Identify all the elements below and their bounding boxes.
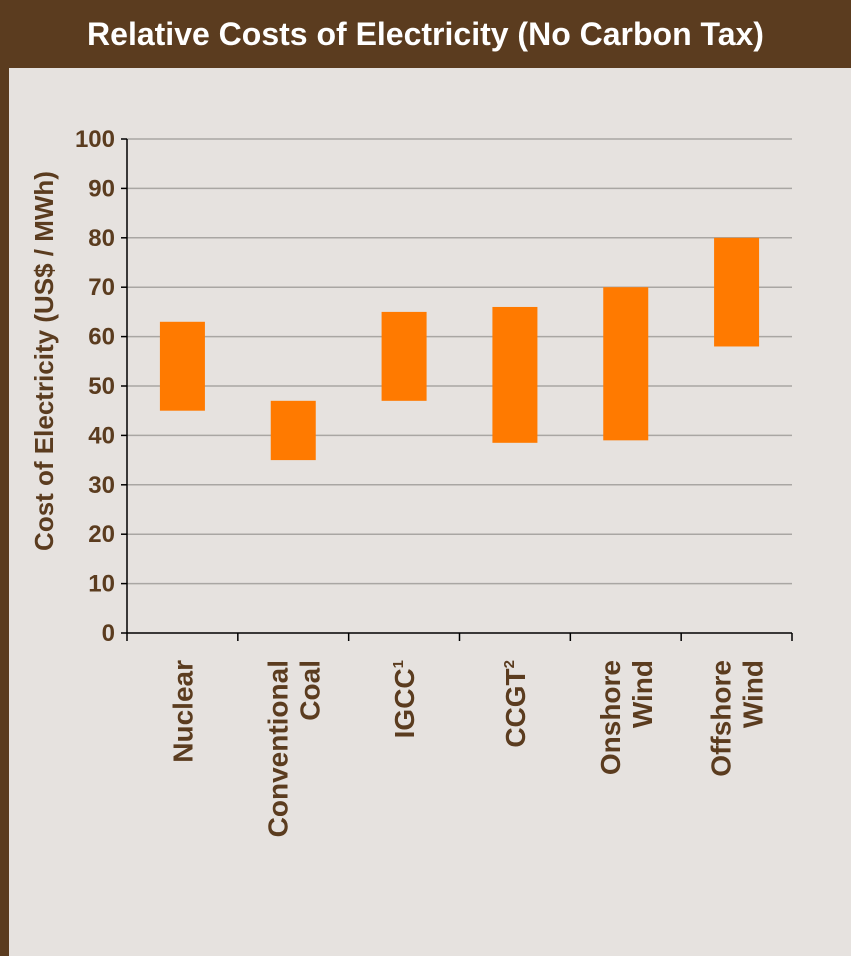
category-label: Offshore [706,660,737,777]
y-axis-label: Cost of Electricity (US$ / MWh) [29,171,59,551]
category-label: Onshore [595,660,626,775]
category-label: Wind [738,660,769,728]
y-tick-label: 90 [88,175,115,202]
y-tick-label: 50 [88,373,115,400]
category-label: CCGT2 [500,660,531,748]
chart-panel [9,68,851,956]
y-tick-label: 20 [88,521,115,548]
bar-1 [270,400,316,461]
bar-5 [714,237,760,347]
y-tick-label: 70 [88,274,115,301]
y-tick-label: 40 [88,422,115,449]
category-label: Nuclear [167,660,198,763]
y-tick-label: 100 [75,126,115,153]
y-tick-label: 60 [88,324,115,351]
bar-2 [381,311,427,401]
bar-0 [159,321,205,411]
category-label: Conventional [262,660,293,837]
category-label: Wind [627,660,658,728]
y-tick-label: 80 [88,225,115,252]
y-tick-label: 10 [88,571,115,598]
category-label: Coal [294,660,325,721]
bar-3 [492,306,538,443]
y-tick-label: 30 [88,472,115,499]
bar-4 [603,287,649,441]
category-label: IGCC1 [389,660,420,738]
chart-title: Relative Costs of Electricity (No Carbon… [0,0,851,68]
y-tick-label: 0 [102,620,115,647]
